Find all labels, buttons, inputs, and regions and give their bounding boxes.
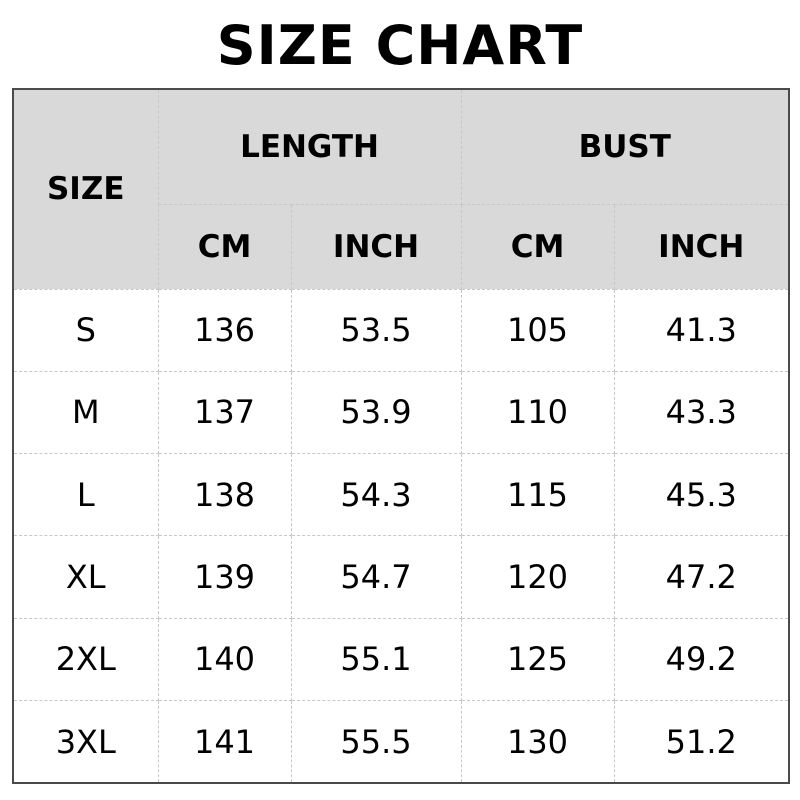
cell-length-cm: 141 (157, 700, 292, 784)
cell-bust-inch: 51.2 (613, 700, 790, 784)
header-length-cm: CM (157, 203, 292, 290)
cell-length-inch: 54.7 (290, 535, 462, 619)
table-row: 3XL 141 55.5 130 51.2 (12, 700, 790, 784)
cell-length-inch: 55.5 (290, 700, 462, 784)
cell-length-cm: 137 (157, 370, 292, 455)
cell-bust-cm: 105 (460, 288, 615, 372)
cell-size: M (12, 370, 159, 455)
cell-length-cm: 139 (157, 535, 292, 619)
cell-length-inch: 53.9 (290, 370, 462, 455)
page-title: SIZE CHART (216, 14, 584, 77)
cell-bust-cm: 130 (460, 700, 615, 784)
cell-size: XL (12, 535, 159, 619)
header-size: SIZE (12, 88, 159, 290)
cell-bust-inch: 49.2 (613, 617, 790, 702)
table-row: L 138 54.3 115 45.3 (12, 453, 790, 537)
cell-length-cm: 136 (157, 288, 292, 372)
cell-bust-cm: 110 (460, 370, 615, 455)
cell-length-cm: 138 (157, 453, 292, 537)
header-bust-cm: CM (460, 203, 615, 290)
cell-length-inch: 53.5 (290, 288, 462, 372)
cell-length-cm: 140 (157, 617, 292, 702)
cell-bust-inch: 41.3 (613, 288, 790, 372)
cell-bust-inch: 47.2 (613, 535, 790, 619)
table-row: XL 139 54.7 120 47.2 (12, 535, 790, 619)
table-row: S 136 53.5 105 41.3 (12, 288, 790, 372)
cell-bust-cm: 120 (460, 535, 615, 619)
header-length-inch: INCH (290, 203, 462, 290)
cell-bust-cm: 125 (460, 617, 615, 702)
size-chart-table: SIZE LENGTH BUST CM INCH CM INCH S 136 53.… (12, 88, 790, 784)
cell-bust-inch: 45.3 (613, 453, 790, 537)
cell-size: 3XL (12, 700, 159, 784)
cell-size: S (12, 288, 159, 372)
table-row: M 137 53.9 110 43.3 (12, 370, 790, 455)
cell-size: L (12, 453, 159, 537)
cell-length-inch: 54.3 (290, 453, 462, 537)
header-length: LENGTH (157, 88, 462, 205)
cell-size: 2XL (12, 617, 159, 702)
cell-bust-cm: 115 (460, 453, 615, 537)
header-bust: BUST (460, 88, 790, 205)
cell-bust-inch: 43.3 (613, 370, 790, 455)
table-row: 2XL 140 55.1 125 49.2 (12, 617, 790, 702)
header-bust-inch: INCH (613, 203, 790, 290)
cell-length-inch: 55.1 (290, 617, 462, 702)
